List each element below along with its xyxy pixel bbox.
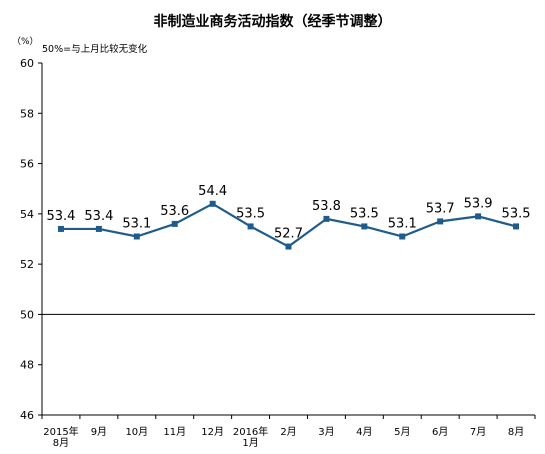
data-point xyxy=(399,233,406,240)
y-tick-label: 52 xyxy=(20,258,34,271)
data-label: 53.5 xyxy=(502,206,531,221)
y-tick-label: 58 xyxy=(20,107,34,120)
x-tick-label: 3月 xyxy=(318,426,334,438)
data-label: 53.9 xyxy=(464,196,493,211)
chart-title: 非制造业商务活动指数（经季节调整） xyxy=(153,14,392,30)
data-label: 53.7 xyxy=(426,201,455,216)
data-label: 53.5 xyxy=(236,206,265,221)
x-tick-label: 11月 xyxy=(163,426,186,438)
data-label: 54.4 xyxy=(198,184,227,199)
data-point xyxy=(323,215,330,222)
x-tick-label: 5月 xyxy=(394,426,410,438)
y-axis-unit-label: （%） xyxy=(12,37,39,47)
data-label: 53.4 xyxy=(46,209,75,224)
data-point xyxy=(513,223,520,230)
data-point xyxy=(133,233,140,240)
data-point xyxy=(285,243,292,250)
y-tick-label: 60 xyxy=(20,57,34,70)
x-tick-label: 8月 xyxy=(508,426,524,438)
x-tick-label: 4月 xyxy=(356,426,372,438)
x-tick-label: 2015年 8月 xyxy=(43,425,78,449)
reference-annotation: 50%=与上月比较无变化 xyxy=(42,44,148,55)
y-tick-label: 48 xyxy=(20,359,34,372)
data-point xyxy=(95,225,102,232)
y-tick-label: 46 xyxy=(20,409,34,422)
data-point xyxy=(247,223,254,230)
data-point xyxy=(475,213,482,220)
data-point xyxy=(171,220,178,227)
data-label: 53.1 xyxy=(388,216,417,231)
data-label: 53.6 xyxy=(160,204,189,219)
data-label: 52.7 xyxy=(274,227,303,242)
y-tick-label: 56 xyxy=(20,158,34,171)
x-tick-label: 9月 xyxy=(91,426,107,438)
data-point xyxy=(209,200,216,207)
data-label: 53.8 xyxy=(312,199,341,214)
data-point xyxy=(57,225,64,232)
x-tick-label: 10月 xyxy=(125,426,148,438)
x-tick-label: 7月 xyxy=(470,426,486,438)
data-label: 53.5 xyxy=(350,206,379,221)
data-label: 53.1 xyxy=(122,216,151,231)
y-tick-label: 50 xyxy=(20,308,34,321)
data-label: 53.4 xyxy=(84,209,113,224)
y-tick-label: 54 xyxy=(20,208,34,221)
data-point xyxy=(437,218,444,225)
x-tick-label: 2月 xyxy=(280,426,296,438)
x-tick-label: 12月 xyxy=(201,426,224,438)
x-tick-label: 6月 xyxy=(432,426,448,438)
data-point xyxy=(361,223,368,230)
x-tick-label: 2016年 1月 xyxy=(233,425,268,449)
